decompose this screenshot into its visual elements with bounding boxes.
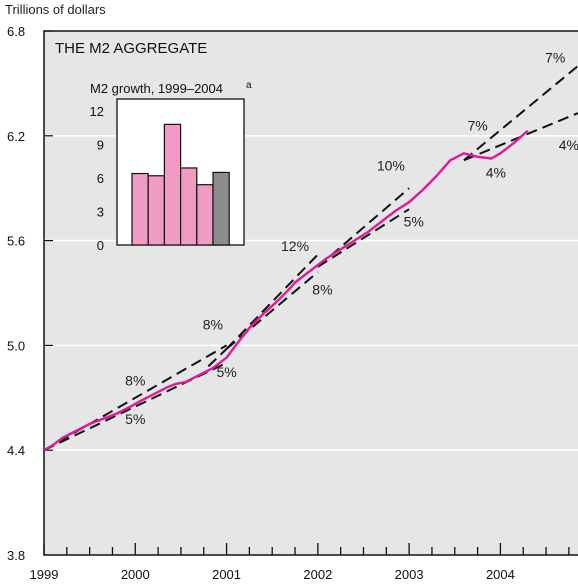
inset-bar (180, 167, 198, 246)
y-tick-label: 4.4 (7, 443, 25, 458)
growth-rate-label: 4% (486, 165, 506, 181)
inset-title: M2 growth, 1999–2004 (90, 81, 223, 96)
x-minor-ticks (43, 543, 570, 555)
x-tick-label: 1999 (30, 567, 59, 582)
y-tick-label: 6.8 (7, 24, 25, 39)
inset-y-tick-label: 9 (97, 138, 104, 153)
growth-rate-label: 7% (545, 49, 565, 65)
inset-bar (131, 172, 149, 246)
x-tick-label: 2000 (121, 567, 150, 582)
trend-line (225, 253, 319, 350)
inset-bar (212, 171, 230, 246)
growth-rate-label: 5% (404, 214, 424, 230)
inset-title-superscript: a (246, 80, 252, 91)
growth-rate-label: 5% (216, 364, 236, 380)
y-tick-label: 3.8 (7, 548, 25, 563)
chart-title: THE M2 AGGREGATE (55, 40, 207, 57)
y-tick-label: 5.6 (7, 234, 25, 249)
inset-bar-chart: M2 growth, 1999–2004 a 0 3 6 9 12 (90, 80, 252, 253)
trend-line (463, 65, 578, 162)
growth-rate-label: 8% (125, 373, 145, 389)
m2-series (43, 129, 529, 452)
y-tick-label: 6.2 (7, 129, 25, 144)
inset-bar (163, 123, 182, 246)
inset-y-tick-label: 3 (97, 205, 104, 220)
growth-rate-label: 4% (559, 137, 578, 153)
growth-rate-label: 5% (125, 411, 145, 427)
trend-line (207, 348, 228, 368)
m2-line (43, 129, 529, 452)
x-tick-labels: 1999 2000 2001 2002 2003 2004 (30, 567, 515, 582)
inset-y-tick-label: 12 (90, 104, 104, 119)
growth-rate-label: 12% (281, 238, 309, 254)
x-tick-label: 2003 (395, 567, 424, 582)
trend-line (317, 208, 410, 268)
inset-y-tick-label: 0 (97, 238, 104, 253)
growth-rate-label: 7% (467, 118, 487, 134)
growth-rate-label: 8% (312, 282, 332, 298)
y-axis-unit-label: Trillions of dollars (5, 2, 106, 17)
growth-rate-label: 8% (203, 317, 223, 333)
x-tick-label: 2004 (486, 567, 515, 582)
inset-y-tick-label: 6 (97, 171, 104, 186)
inset-bar (147, 175, 165, 246)
inset-bar (196, 184, 214, 246)
growth-rate-labels: 8% 5% 8% 5% 12% 8% 10% 5% 7% 4% 7% 4% (125, 49, 578, 427)
x-tick-label: 2002 (303, 567, 332, 582)
y-tick-labels: 3.8 4.4 5.0 5.6 6.2 6.8 (7, 24, 25, 563)
growth-rate-label: 10% (377, 158, 405, 174)
y-tick-label: 5.0 (7, 338, 25, 353)
x-tick-label: 2001 (212, 567, 241, 582)
